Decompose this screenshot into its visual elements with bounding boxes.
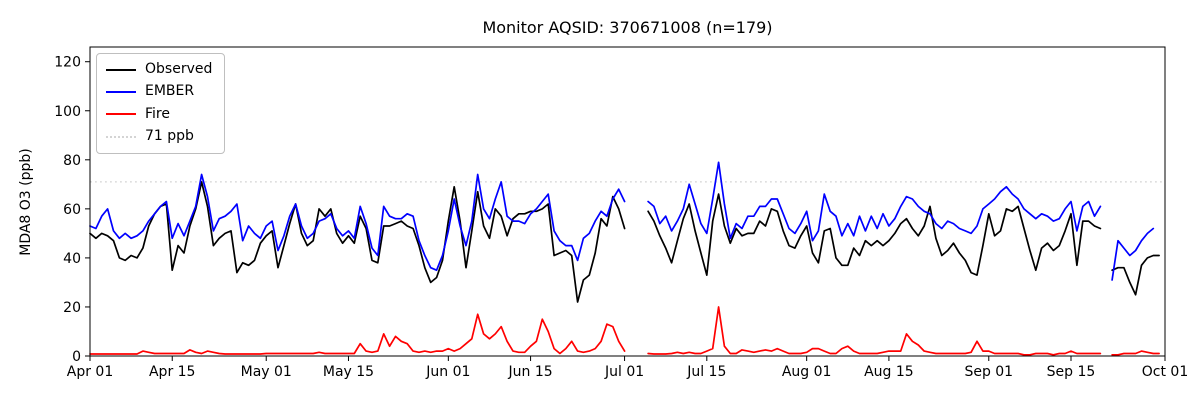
legend-item-fire: Fire	[106, 105, 212, 122]
x-tick-label: Aug 15	[864, 364, 914, 380]
x-tick-label: Sep 15	[1047, 364, 1096, 380]
x-tick-label: Jul 15	[686, 364, 726, 380]
y-tick-label: 40	[63, 251, 81, 267]
threshold-line-sample	[106, 135, 136, 138]
legend: Observed EMBER Fire 71 ppb	[96, 53, 226, 154]
x-tick-label: Jun 01	[425, 364, 470, 380]
observed-line	[89, 181, 1160, 303]
y-tick-label: 20	[63, 300, 81, 316]
x-tick-label: Oct 01	[1142, 364, 1188, 380]
x-tick-label: Apr 01	[67, 364, 113, 380]
fire-line-sample	[106, 113, 136, 116]
legend-label: EMBER	[145, 83, 195, 100]
legend-label: Fire	[145, 105, 170, 122]
observed-line-sample	[106, 68, 136, 71]
chart-title: Monitor AQSID: 370671008 (n=179)	[482, 18, 773, 37]
x-tick-label: Jul 01	[604, 364, 644, 380]
ember-line	[89, 161, 1155, 281]
x-tick-label: Jun 15	[508, 364, 553, 380]
legend-item-ember: EMBER	[106, 83, 212, 100]
x-tick-label: Sep 01	[964, 364, 1013, 380]
y-tick-label: 120	[54, 55, 81, 71]
y-tick-label: 100	[54, 104, 81, 120]
x-tick-label: May 15	[323, 364, 374, 380]
ember-line-sample	[106, 91, 136, 94]
fire-line	[89, 306, 1160, 356]
plot-frame	[89, 46, 1166, 357]
legend-label: Observed	[145, 61, 213, 77]
x-tick-label: Aug 01	[782, 364, 832, 380]
y-tick-label: 80	[63, 153, 81, 169]
legend-item-observed: Observed	[106, 61, 213, 77]
legend-item-threshold: 71 ppb	[106, 128, 212, 145]
y-tick-label: 0	[72, 349, 81, 365]
x-tick-label: May 01	[241, 364, 292, 380]
y-tick-label: 60	[63, 202, 81, 218]
legend-label: 71 ppb	[145, 128, 194, 145]
x-tick-label: Apr 15	[149, 364, 195, 380]
